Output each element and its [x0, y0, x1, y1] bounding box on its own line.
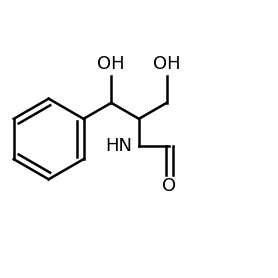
Text: OH: OH [97, 56, 125, 73]
Text: O: O [162, 177, 176, 195]
Text: HN: HN [105, 137, 132, 155]
Text: OH: OH [153, 56, 180, 73]
